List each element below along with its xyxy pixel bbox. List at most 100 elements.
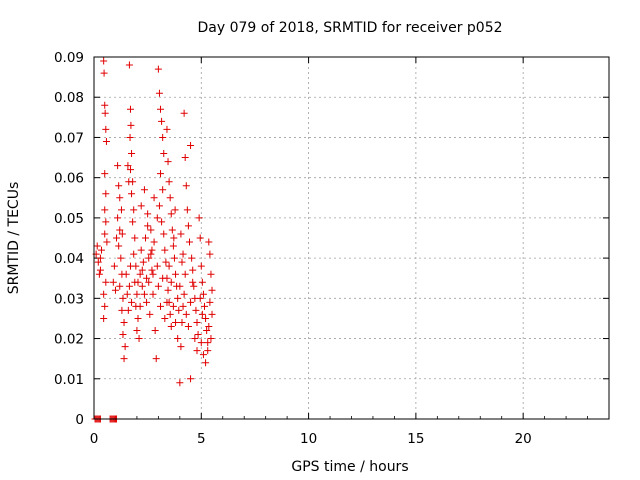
data-point — [133, 327, 141, 335]
data-point — [102, 125, 110, 133]
data-point — [198, 278, 206, 286]
data-point — [119, 331, 127, 339]
data-point — [101, 170, 109, 178]
data-point — [153, 262, 161, 270]
data-point — [144, 210, 152, 218]
data-point — [142, 234, 149, 242]
data-point — [100, 57, 108, 65]
y-tick-label: 0.04 — [54, 251, 84, 267]
data-point — [152, 355, 160, 363]
data-point — [179, 302, 187, 310]
data-point — [100, 69, 108, 77]
data-point — [194, 331, 202, 339]
data-point — [116, 194, 124, 202]
data-point — [133, 290, 141, 298]
data-point — [121, 343, 129, 351]
data-point — [147, 226, 155, 234]
x-tick-label: 10 — [300, 431, 317, 447]
data-point — [122, 270, 130, 278]
data-point — [154, 65, 162, 73]
data-point — [163, 125, 171, 133]
data-point — [176, 379, 184, 387]
data-point — [197, 262, 205, 270]
data-point — [174, 294, 182, 302]
data-point — [153, 214, 161, 222]
y-tick-label: 0.05 — [54, 211, 84, 227]
data-point — [149, 290, 157, 298]
data-point — [137, 202, 145, 210]
x-tick-label: 0 — [90, 431, 99, 447]
data-point — [128, 298, 136, 306]
data-point — [184, 222, 192, 230]
data-point — [159, 274, 167, 282]
y-tick-label: 0.01 — [54, 372, 84, 388]
data-point — [157, 170, 165, 178]
plot-frame — [93, 56, 610, 420]
data-point — [191, 335, 199, 343]
data-point — [102, 190, 110, 198]
data-point — [137, 246, 145, 254]
data-point — [155, 202, 163, 210]
data-point — [205, 238, 213, 246]
data-point — [95, 270, 103, 278]
x-tick-label: 15 — [407, 431, 424, 447]
data-point — [126, 133, 134, 141]
data-point — [123, 290, 131, 298]
data-point — [136, 302, 144, 310]
data-point — [204, 339, 212, 347]
data-point — [115, 242, 123, 250]
data-point — [193, 318, 201, 326]
data-point — [181, 270, 189, 278]
data-point — [163, 298, 171, 306]
data-point — [144, 222, 152, 230]
data-point — [117, 254, 125, 262]
data-point — [208, 310, 216, 318]
data-point — [170, 234, 178, 242]
data-point — [118, 230, 126, 238]
data-point — [166, 310, 174, 318]
data-point — [119, 294, 127, 302]
data-point — [93, 242, 101, 250]
data-point — [120, 355, 128, 363]
data-point — [149, 270, 157, 278]
data-point — [125, 61, 133, 69]
data-point — [178, 318, 186, 326]
y-tick-label: 0.02 — [54, 332, 84, 348]
data-point — [169, 302, 177, 310]
data-point — [185, 238, 193, 246]
data-point — [197, 339, 205, 347]
data-point — [157, 302, 165, 310]
data-point — [138, 282, 146, 290]
data-point — [110, 262, 118, 270]
y-tick-label: 0 — [75, 412, 84, 428]
data-point — [172, 318, 180, 326]
data-point — [206, 298, 214, 306]
tick-layer: 0 0.01 0.02 0.03 0.04 0.05 0.06 0.07 0.08 0.09 0 5 1… — [54, 50, 609, 447]
data-point — [189, 266, 197, 274]
data-point — [148, 266, 156, 274]
data-point — [111, 286, 119, 294]
data-point — [124, 162, 132, 170]
data-point — [102, 278, 110, 286]
data-point — [182, 182, 190, 190]
data-point — [125, 178, 133, 186]
data-point — [167, 210, 175, 218]
data-point — [202, 359, 210, 367]
data-point — [201, 302, 209, 310]
data-point — [117, 206, 125, 214]
data-point — [134, 278, 142, 286]
data-point — [208, 286, 216, 294]
data-point — [172, 270, 180, 278]
data-point — [101, 206, 109, 214]
data-point — [118, 306, 126, 314]
data-point — [207, 335, 215, 343]
x-tick-label: 20 — [515, 431, 532, 447]
data-point — [184, 322, 192, 330]
data-point — [143, 298, 151, 306]
data-point — [187, 375, 195, 383]
data-point — [196, 234, 204, 242]
data-point — [145, 278, 153, 286]
data-point — [180, 290, 188, 298]
data-point — [177, 343, 185, 351]
data-point — [180, 109, 188, 117]
